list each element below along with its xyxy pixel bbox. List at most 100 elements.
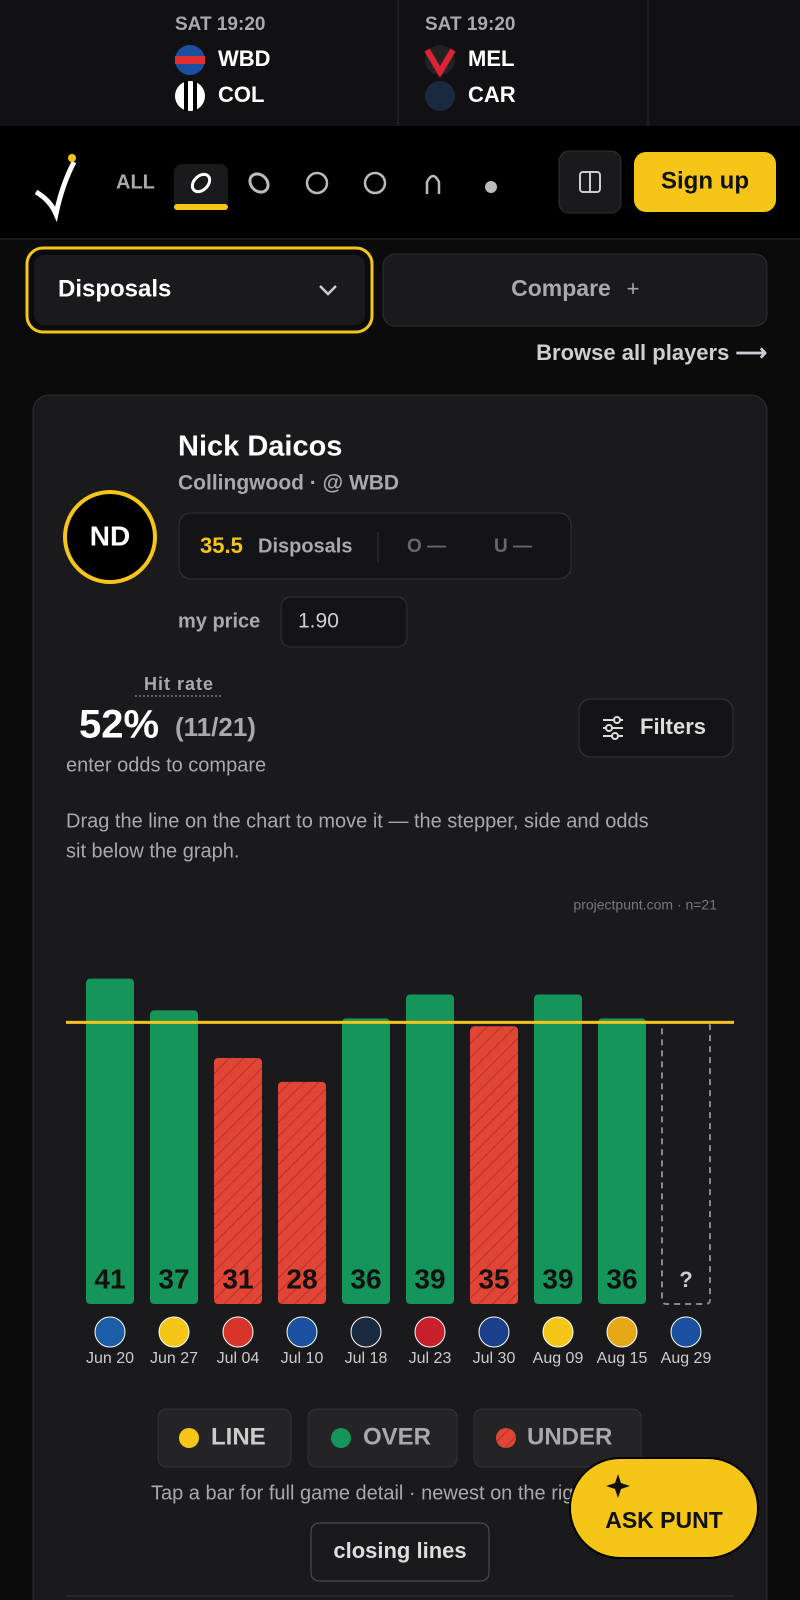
- hit-label[interactable]: Hit rate: [144, 674, 214, 694]
- legend-label: LINE: [211, 1423, 266, 1450]
- bar[interactable]: [342, 1018, 390, 1304]
- x-tick-label: Jul 30: [473, 1350, 516, 1367]
- bar[interactable]: [214, 1058, 262, 1304]
- game-time: SAT 19:20: [175, 14, 265, 35]
- nav-icon[interactable]: [485, 181, 497, 193]
- team-icon: [222, 1316, 254, 1348]
- team-icon: [478, 1316, 510, 1348]
- hit-count: (11/21): [175, 712, 256, 742]
- nav-icon[interactable]: [363, 171, 387, 195]
- team-icon: [414, 1316, 446, 1348]
- value-label: 36: [606, 1263, 637, 1294]
- x-tick-label: Jun 20: [86, 1350, 134, 1367]
- line-market: Disposals: [258, 535, 352, 557]
- team[interactable]: COL: [218, 82, 264, 107]
- closing-label: closing lines: [333, 1538, 466, 1563]
- team-icon: [542, 1316, 574, 1348]
- compare-icon: +: [627, 276, 640, 301]
- legend-label: OVER: [363, 1423, 431, 1450]
- filters-icon: [603, 716, 623, 740]
- value-label: ?: [679, 1267, 692, 1292]
- line-value: 35.5: [200, 533, 243, 558]
- x-tick-label: Aug 29: [661, 1350, 712, 1367]
- x-tick-label: Aug 15: [597, 1350, 648, 1367]
- market-select[interactable]: [34, 255, 365, 325]
- bar[interactable]: [278, 1081, 326, 1304]
- hit-note: enter odds to compare: [66, 754, 266, 776]
- filters-label: Filters: [640, 714, 706, 739]
- x-tick-label: Aug 09: [533, 1350, 584, 1367]
- hit-rate: 52%: [79, 703, 159, 747]
- team-icon: [184, 81, 188, 111]
- tap-note: Tap a bar for full game detail · newest …: [151, 1482, 591, 1504]
- team[interactable]: CAR: [468, 82, 516, 107]
- under-odds[interactable]: U —: [494, 536, 532, 557]
- bar[interactable]: [406, 994, 454, 1304]
- nav-tab-active[interactable]: [174, 164, 228, 210]
- price-input[interactable]: [280, 596, 408, 648]
- over-odds[interactable]: O —: [407, 536, 446, 557]
- bar[interactable]: [86, 978, 134, 1304]
- sparkle: [606, 1474, 630, 1498]
- team-icon: [175, 81, 205, 111]
- line-pill: [178, 512, 572, 580]
- x-tick-label: Jul 10: [281, 1350, 324, 1367]
- browse-link[interactable]: Browse all players ⟶: [536, 340, 767, 365]
- legend-item[interactable]: [307, 1408, 458, 1468]
- team-icon: [193, 81, 197, 111]
- x-tick-label: Jun 27: [150, 1350, 198, 1367]
- price-label: my price: [178, 610, 260, 632]
- nav-icon: [190, 172, 212, 194]
- bar[interactable]: [598, 1018, 646, 1304]
- team-icon: [670, 1316, 702, 1348]
- chart-source: projectpunt.com · n=21: [573, 897, 717, 913]
- x-tick-label: Jul 23: [409, 1350, 452, 1367]
- market-label: Disposals: [58, 275, 171, 302]
- chart: 41 Jun 20 37 Jun 27 31 Jul 04 28 Jul 10 36 Jul 18…: [66, 978, 734, 1367]
- ask-label: ASK PUNT: [605, 1507, 723, 1533]
- legend-swatch: [496, 1428, 516, 1448]
- player-team: Collingwood · @ WBD: [178, 472, 399, 495]
- nav-icon[interactable]: [425, 174, 441, 194]
- nav-icon[interactable]: [246, 170, 271, 195]
- filters-button[interactable]: [578, 698, 734, 758]
- select-focus: [25, 246, 374, 334]
- hint: Drag the line on the chart to move it — …: [66, 810, 649, 832]
- value-label: 41: [94, 1263, 125, 1294]
- team-icon: [94, 1316, 126, 1348]
- player-name: Nick Daicos: [178, 431, 342, 463]
- pending-bar: [661, 1021, 711, 1306]
- value-label: 35: [478, 1263, 509, 1294]
- legend-swatch: [331, 1428, 351, 1448]
- game-time: SAT 19:20: [425, 14, 515, 35]
- team-icon: [158, 1316, 190, 1348]
- team[interactable]: MEL: [468, 46, 514, 71]
- compare-button[interactable]: [382, 253, 768, 327]
- closing-button[interactable]: [310, 1522, 490, 1582]
- bar[interactable]: [470, 1026, 518, 1304]
- value-label: 39: [414, 1263, 445, 1294]
- bar[interactable]: [150, 1010, 198, 1304]
- logo[interactable]: [34, 160, 77, 223]
- bar[interactable]: [534, 994, 582, 1304]
- nav-all[interactable]: ALL: [116, 171, 155, 193]
- team-icon: [425, 45, 455, 75]
- legend-item[interactable]: [473, 1408, 642, 1468]
- signup-button[interactable]: [634, 152, 776, 212]
- x-tick-label: Jul 04: [217, 1350, 260, 1367]
- legend-item[interactable]: [157, 1408, 292, 1468]
- team[interactable]: WBD: [218, 46, 271, 71]
- legend-label: UNDER: [527, 1423, 612, 1450]
- price-value: 1.90: [298, 610, 339, 633]
- value-label: 37: [158, 1263, 189, 1294]
- games-bar: [0, 0, 800, 126]
- x-tick-label: Jul 18: [345, 1350, 388, 1367]
- nav-icon[interactable]: [305, 171, 329, 195]
- tab-indicator: [174, 204, 228, 210]
- value-label: 31: [222, 1263, 253, 1294]
- legend-swatch: [179, 1428, 199, 1448]
- value-label: 39: [542, 1263, 573, 1294]
- logo: [68, 154, 76, 162]
